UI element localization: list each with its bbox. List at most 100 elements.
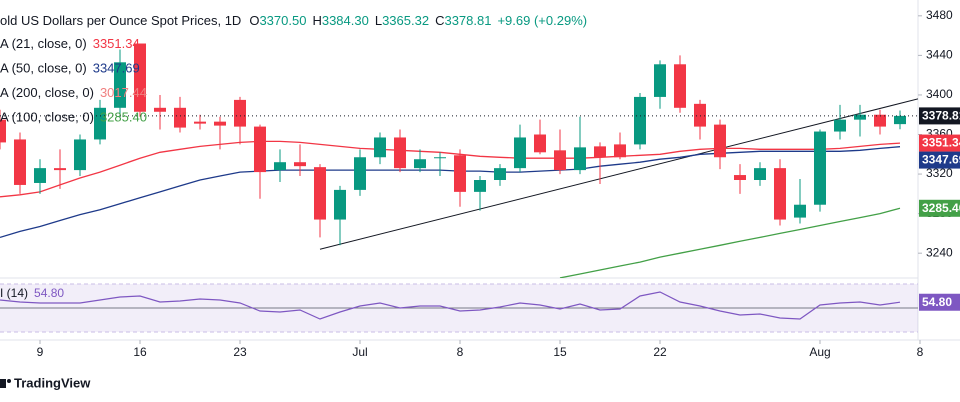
candle-body bbox=[114, 62, 126, 108]
price-tag bbox=[919, 107, 960, 125]
candle-body bbox=[0, 119, 6, 143]
y-tick-label: 3440 bbox=[926, 48, 953, 62]
ma-line bbox=[559, 207, 901, 278]
candle-body bbox=[614, 144, 626, 158]
ma-line bbox=[0, 140, 901, 198]
price-tag-label: 3347.69 bbox=[922, 153, 960, 167]
ohlc-value: 3370.50 bbox=[259, 13, 306, 28]
candle-body bbox=[694, 103, 706, 127]
price-tag bbox=[919, 134, 960, 152]
candle-body bbox=[134, 43, 146, 112]
header: old US Dollars per Ounce Spot Prices, 1D… bbox=[0, 13, 587, 28]
price-tag-label: 3351.34 bbox=[922, 136, 960, 150]
candle-body bbox=[374, 137, 386, 158]
chart-title: old US Dollars per Ounce Spot Prices, 1D bbox=[0, 13, 241, 28]
candle-body bbox=[334, 189, 346, 220]
candle-body bbox=[514, 137, 526, 169]
legend-value: 3351.34 bbox=[93, 36, 140, 51]
trendline bbox=[319, 98, 918, 250]
watermark: TradingView bbox=[14, 375, 91, 390]
x-tick-label: Aug bbox=[809, 345, 830, 359]
candle-body bbox=[814, 131, 826, 205]
candle-body bbox=[554, 150, 566, 171]
rsi-legend: I (14) 54.80 bbox=[0, 286, 64, 300]
candle-body bbox=[454, 155, 466, 192]
candle-body bbox=[714, 124, 726, 158]
legend-value: 3347.69 bbox=[93, 61, 140, 76]
candle-body bbox=[54, 168, 66, 171]
candle-body bbox=[14, 139, 26, 185]
candle-body bbox=[574, 147, 586, 171]
ohlc-value: 3365.32 bbox=[382, 13, 429, 28]
price-tag-label: 3378.81 bbox=[922, 109, 960, 123]
candle-body bbox=[594, 146, 606, 158]
candle-body bbox=[534, 134, 546, 153]
rsi-value: 54.80 bbox=[34, 286, 64, 300]
candle-body bbox=[394, 137, 406, 169]
x-tick-label: 15 bbox=[553, 345, 567, 359]
ohlc-label: H bbox=[312, 13, 321, 28]
candle-body bbox=[354, 157, 366, 190]
price-tag bbox=[919, 199, 960, 217]
candle-body bbox=[74, 139, 86, 171]
price-tag-label: 3285.40 bbox=[922, 201, 960, 215]
legend-entry: A (21, close, 0) 3351.34 bbox=[0, 36, 140, 51]
legend-name: A (50, close, 0) bbox=[0, 61, 87, 76]
candle-body bbox=[474, 180, 486, 192]
candle-body bbox=[494, 168, 506, 180]
rsi-tag-label: 54.80 bbox=[922, 295, 952, 309]
y-tick-label: 3320 bbox=[926, 166, 953, 180]
candle-body bbox=[734, 175, 746, 180]
rsi-name: I (14) bbox=[0, 286, 28, 300]
ohlc-value: 3378.81 bbox=[444, 13, 491, 28]
candle-body bbox=[654, 64, 666, 97]
candle-body bbox=[194, 121, 206, 124]
y-tick-label: 3400 bbox=[926, 87, 953, 101]
candle-body bbox=[174, 107, 186, 128]
candle-body bbox=[794, 204, 806, 218]
legend-value: 3285.40 bbox=[100, 110, 147, 125]
candle-body bbox=[894, 115, 906, 125]
candle-body bbox=[874, 114, 886, 127]
x-tick-label: Jul bbox=[352, 345, 367, 359]
price-tag bbox=[919, 151, 960, 169]
candle-body bbox=[674, 64, 686, 108]
candle-body bbox=[774, 168, 786, 220]
candle-body bbox=[314, 167, 326, 220]
x-tick-label: 8 bbox=[917, 345, 924, 359]
legend-name: A (21, close, 0) bbox=[0, 36, 87, 51]
candle-body bbox=[634, 96, 646, 145]
legend-value: 3017.44 bbox=[100, 85, 147, 100]
candle-body bbox=[414, 159, 426, 169]
legend-name: A (200, close, 0) bbox=[0, 85, 94, 100]
y-tick-label: 3480 bbox=[926, 8, 953, 22]
plot bbox=[0, 43, 918, 278]
candle-body bbox=[294, 162, 306, 167]
candle-body bbox=[34, 168, 46, 183]
rsi-tag bbox=[919, 293, 960, 311]
ohlc-label: O bbox=[249, 13, 259, 28]
candle-body bbox=[154, 107, 166, 112]
x-tick-label: 9 bbox=[37, 345, 44, 359]
legend-entry: A (100, close, 0) 3285.40 bbox=[0, 110, 147, 125]
candle-body bbox=[854, 114, 866, 120]
legend-name: A (100, close, 0) bbox=[0, 110, 94, 125]
x-tick-label: 16 bbox=[133, 345, 147, 359]
candle-body bbox=[834, 119, 846, 132]
y-tick-label: 3240 bbox=[926, 245, 953, 259]
ma-line bbox=[0, 146, 901, 239]
legend-entry: A (50, close, 0) 3347.69 bbox=[0, 61, 140, 76]
candle-body bbox=[274, 162, 286, 171]
candle-body bbox=[254, 126, 266, 173]
watermark-logo bbox=[0, 379, 11, 388]
x-tick-label: 23 bbox=[233, 345, 247, 359]
rsi-line bbox=[0, 291, 901, 320]
candle-body bbox=[234, 99, 246, 127]
candle-body bbox=[214, 121, 226, 126]
x-tick-label: 22 bbox=[653, 345, 667, 359]
ohlc-value: 3384.30 bbox=[322, 13, 369, 28]
candle-body bbox=[434, 157, 446, 159]
x-tick-label: 8 bbox=[457, 345, 464, 359]
